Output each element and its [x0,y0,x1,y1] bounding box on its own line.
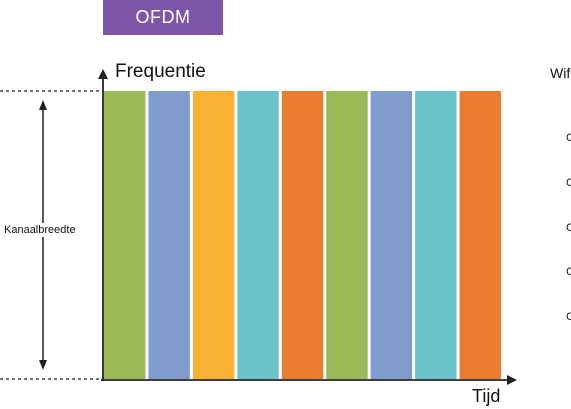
right-panel-title: Wif [550,65,571,81]
subcarrier-bar [370,91,413,379]
right-panel-item: C [566,132,571,144]
y-axis-arrowhead [98,69,108,79]
subcarrier-bar [415,91,457,379]
right-panel-item: C [566,177,571,189]
subcarrier-bar [148,91,190,379]
channel-arrow-up-head [39,100,47,110]
right-panel-item: C [566,266,571,278]
time-axis-label: Tijd [472,386,501,406]
subcarrier-bar [459,91,501,379]
frequency-axis-label: Frequentie [115,61,206,82]
subcarrier-bars [104,91,501,379]
x-axis-arrowhead [507,375,517,385]
subcarrier-bar [192,91,235,379]
right-panel-item: C [566,222,571,234]
channel-width-label: Kanaalbreedte [4,223,76,237]
ofdm-badge: OFDM [103,0,223,35]
subcarrier-bar [104,91,146,379]
channel-arrow-down-head [39,360,47,370]
subcarrier-bar [281,91,324,379]
right-panel-item: C [566,311,571,323]
subcarrier-bar [237,91,279,379]
subcarrier-bar [326,91,368,379]
